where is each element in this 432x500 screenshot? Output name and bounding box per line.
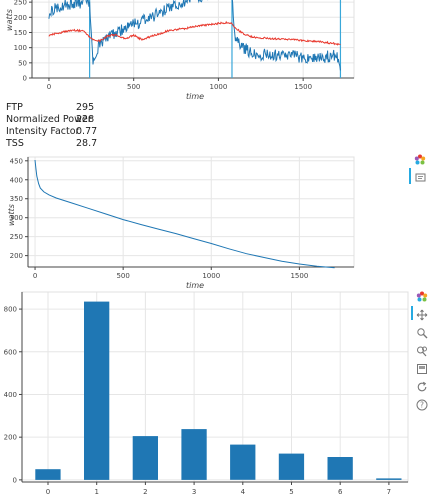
bar-3 [181, 429, 207, 480]
x-tick-label: 1500 [294, 83, 312, 91]
help-icon[interactable]: ? [415, 398, 429, 412]
chart3-bars [35, 301, 402, 480]
stat-row-intensity-factor: Intensity Factor 0.77 [6, 126, 126, 138]
y-tick-label: 300 [10, 214, 23, 222]
y-tick-label: 600 [4, 348, 17, 356]
x-tick-label: 500 [116, 272, 129, 280]
x-tick-label: 1500 [290, 272, 308, 280]
y-tick-label: 50 [18, 59, 27, 67]
plot-frame [27, 156, 355, 268]
stat-label: TSS [6, 138, 24, 149]
chart2-series [34, 159, 335, 269]
stat-row-ftp: FTP 295 [6, 102, 126, 114]
x-tick-label: 1000 [210, 83, 228, 91]
chart2-active-tool-indicator [409, 168, 411, 184]
y-tick-label: 200 [10, 252, 23, 260]
y-tick-label: 800 [4, 306, 17, 314]
y-tick-label: 400 [4, 391, 17, 399]
bar-1 [84, 301, 110, 480]
x-tick-label: 1000 [202, 272, 220, 280]
x-tick-label: 0 [47, 83, 51, 91]
x-tick-label: 2 [143, 488, 147, 496]
series-line-0 [48, 0, 341, 71]
bar-7 [376, 478, 402, 480]
stat-label: FTP [6, 102, 23, 113]
x-tick-label: 4 [241, 488, 246, 496]
stat-value: 295 [76, 102, 95, 113]
y-tick-label: 400 [10, 176, 23, 184]
x-tick-label: 6 [338, 488, 343, 496]
chart1-xlabel: time [186, 92, 204, 100]
x-tick-label: 500 [127, 83, 140, 91]
bar-0 [35, 469, 61, 480]
y-tick-label: 250 [14, 0, 27, 7]
chart2-axes: 0 500 1000 1500 200 250 300 350 400 450 [10, 156, 355, 280]
series-line-1 [48, 20, 341, 46]
x-tick-label: 1 [94, 488, 98, 496]
hover-tool-icon[interactable] [413, 171, 427, 185]
y-tick-label: 150 [14, 29, 27, 37]
chart3-toolbar: ? [415, 290, 431, 416]
power-curve-chart: 0 500 1000 1500 200 250 300 350 400 450 time watt… [7, 156, 355, 290]
stats-table: FTP 295 Normalized Power 228 Intensity F… [6, 102, 126, 150]
bokeh-logo-icon[interactable] [413, 153, 427, 167]
x-tick-label: 0 [46, 488, 50, 496]
chart2-ylabel: watts [7, 204, 16, 226]
x-tick-label: 7 [387, 488, 391, 496]
power-time-chart: 0 500 1000 1500 0 50 100 150 200 250 time watts [5, 0, 355, 100]
chart1-axes: 0 500 1000 1500 0 50 100 150 200 250 [14, 0, 355, 91]
plot-frame [31, 0, 355, 79]
bar-6 [327, 457, 353, 480]
y-tick-label: 200 [14, 14, 27, 22]
chart2-toolbar [413, 153, 429, 189]
y-tick-label: 250 [10, 233, 23, 241]
x-tick-label: 0 [33, 272, 37, 280]
svg-text:?: ? [420, 401, 424, 410]
stat-value: 0.77 [76, 126, 98, 137]
x-tick-label: 3 [192, 488, 196, 496]
bar-4 [230, 444, 256, 480]
plot-frame [21, 291, 409, 483]
chart1-ylabel: watts [5, 9, 14, 31]
series-line-0 [34, 159, 335, 269]
stat-value: 228 [76, 114, 95, 125]
stat-label: Normalized Power [6, 114, 92, 125]
chart1-series [48, 0, 342, 78]
y-tick-label: 0 [13, 476, 17, 484]
x-tick-label: 5 [289, 488, 293, 496]
reset-icon[interactable] [415, 380, 429, 394]
y-tick-label: 100 [14, 44, 27, 52]
y-tick-label: 450 [10, 157, 23, 165]
histogram-chart: 0 200 400 600 800 0 1 2 3 4 5 6 7 [4, 291, 409, 496]
box-zoom-icon[interactable] [415, 326, 429, 340]
stat-row-tss: TSS 28.7 [6, 138, 126, 150]
y-tick-label: 350 [10, 195, 23, 203]
bar-2 [132, 436, 158, 480]
stat-row-normalized-power: Normalized Power 228 [6, 114, 126, 126]
bokeh-logo-icon[interactable] [415, 290, 429, 304]
bar-5 [278, 453, 305, 480]
box-select-icon[interactable] [415, 362, 429, 376]
pan-icon[interactable] [415, 308, 429, 322]
chart2-xlabel: time [186, 281, 204, 290]
stat-value: 28.7 [76, 138, 98, 149]
y-tick-label: 200 [4, 434, 17, 442]
stat-label: Intensity Factor [6, 126, 80, 137]
chart3-active-tool-indicator [411, 306, 413, 320]
wheel-zoom-icon[interactable] [415, 344, 429, 358]
y-tick-label: 0 [23, 75, 27, 83]
